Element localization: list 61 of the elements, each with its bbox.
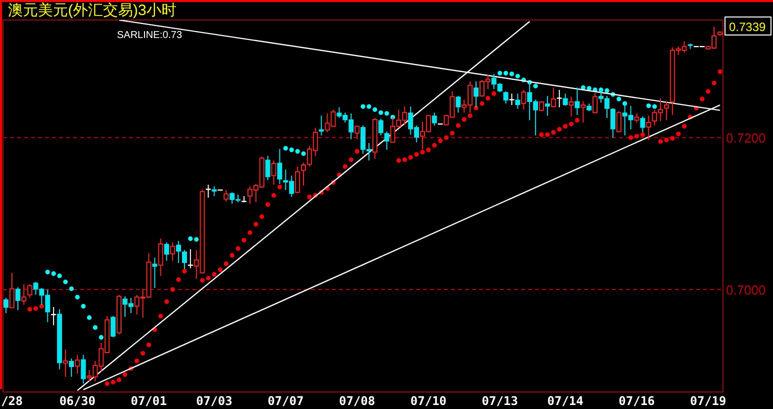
candlestick: [544, 95, 550, 116]
candlestick: [21, 284, 26, 306]
x-tick-label: 06/30: [59, 394, 96, 408]
candlestick: [80, 354, 86, 384]
candlestick: [170, 242, 176, 262]
x-tick-label: 07/14: [547, 394, 584, 408]
candlestick: [295, 166, 300, 194]
candlestick: [610, 108, 616, 138]
candlestick: [508, 93, 515, 106]
y-tick-label: 0.7000: [726, 282, 766, 298]
candlestick: [580, 100, 586, 123]
chart-title: 澳元美元(外汇交易)3小时: [8, 2, 176, 19]
candlestick: [277, 148, 282, 184]
x-tick-label: 07/01: [130, 394, 167, 408]
candlestick: [503, 90, 508, 104]
candlestick: [158, 238, 164, 276]
candlestick: [9, 272, 14, 308]
candlestick: [568, 96, 574, 117]
candlestick: [176, 240, 182, 264]
candlestick: [271, 160, 276, 186]
candlestick: [27, 284, 32, 298]
candlestick: [152, 257, 158, 288]
candlestick: [110, 316, 116, 338]
candlestick: [164, 242, 170, 262]
candlestick: [187, 248, 194, 269]
candlestick: [74, 354, 80, 374]
candlestick: [384, 131, 390, 150]
candlestick: [432, 112, 437, 126]
candlestick: [634, 112, 640, 123]
candlestick: [205, 184, 212, 198]
candlestick: [616, 110, 622, 133]
x-tick-label: 07/08: [338, 394, 376, 408]
x-tick-label: 07/16: [618, 394, 655, 408]
candlestick: [378, 118, 384, 136]
candlestick: [664, 100, 669, 121]
candlestick: [592, 92, 598, 114]
candlestick: [550, 87, 556, 108]
candlestick: [68, 358, 74, 378]
x-tick-label: 07/03: [196, 394, 232, 408]
x-tick-label: 07/19: [690, 394, 726, 408]
candlestick: [354, 125, 360, 140]
candlestick: [562, 93, 568, 106]
candlestick: [556, 89, 562, 108]
candlestick: [62, 348, 68, 378]
candlestick: [224, 190, 229, 202]
candlestick: [515, 93, 520, 110]
candlestick: [646, 115, 652, 140]
candlestick: [574, 87, 580, 116]
candlestick: [456, 95, 461, 114]
candlestick: [3, 297, 8, 314]
candlestick: [15, 286, 20, 311]
x-tick-label: 07/07: [268, 394, 304, 408]
candlestick: [300, 162, 306, 186]
x-tick-label: 07/13: [482, 394, 518, 408]
annotation: SARLINE:0.73: [117, 30, 182, 41]
text: 0.7339: [729, 20, 766, 34]
y-tick-label: 0.7200: [726, 130, 766, 146]
x-tick-label: 07/10: [410, 394, 447, 408]
candlestick: [521, 89, 526, 110]
candlestick: [265, 155, 270, 181]
x-tick-label: /28: [1, 394, 23, 408]
